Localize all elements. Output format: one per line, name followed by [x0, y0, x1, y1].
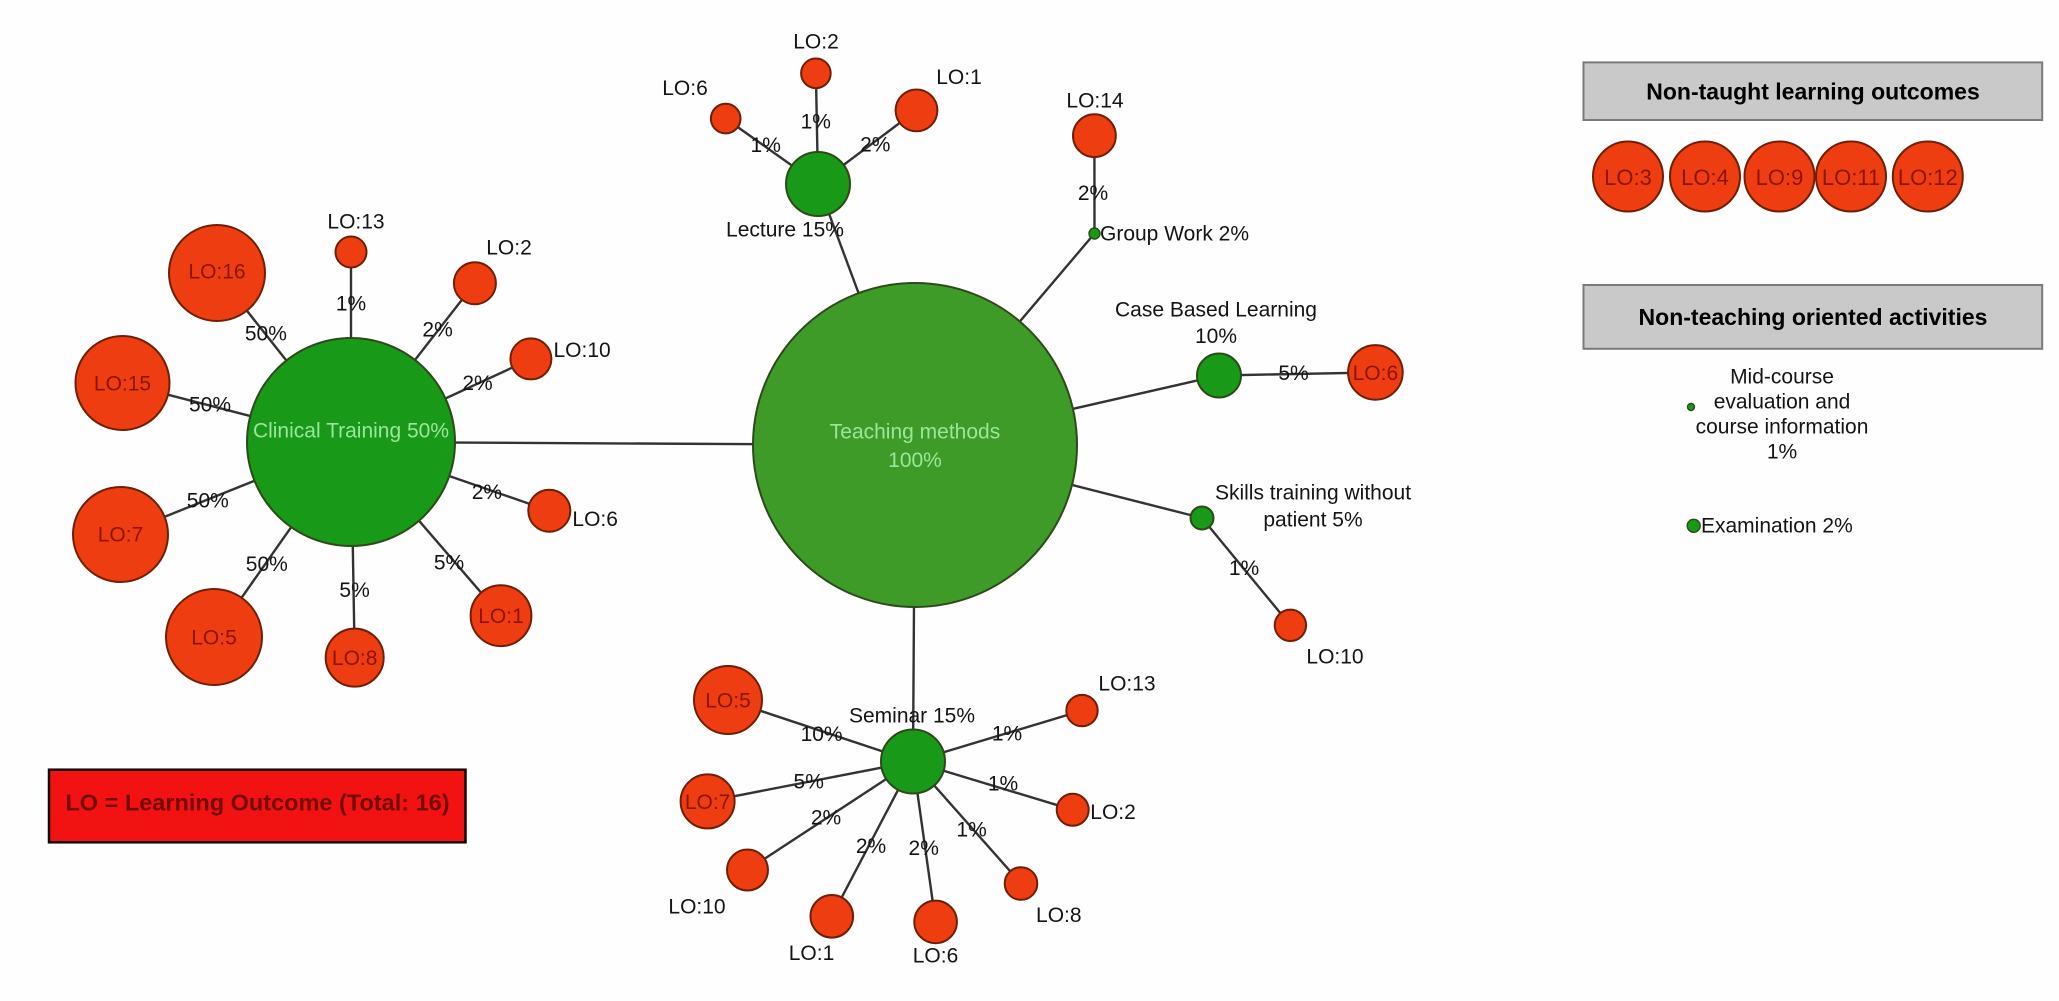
svg-text:LO:7: LO:7	[685, 791, 731, 814]
svg-text:LO:10: LO:10	[1306, 646, 1363, 669]
svg-text:2%: 2%	[811, 807, 841, 830]
svg-text:1%: 1%	[801, 110, 831, 133]
svg-text:5%: 5%	[794, 771, 824, 794]
svg-text:50%: 50%	[246, 553, 288, 576]
svg-text:Group Work 2%: Group Work 2%	[1100, 222, 1249, 245]
svg-text:LO:10: LO:10	[554, 339, 611, 362]
svg-text:Non-taught learning outcomes: Non-taught learning outcomes	[1646, 79, 1980, 105]
svg-text:10%: 10%	[1195, 325, 1237, 348]
svg-text:2%: 2%	[422, 319, 452, 342]
svg-text:LO:8: LO:8	[332, 647, 378, 670]
svg-text:50%: 50%	[187, 489, 229, 512]
svg-text:LO:1: LO:1	[936, 66, 982, 89]
svg-text:Mid-course: Mid-course	[1730, 366, 1834, 389]
svg-text:LO:3: LO:3	[1604, 165, 1652, 190]
svg-text:5%: 5%	[434, 552, 464, 575]
svg-text:LO:13: LO:13	[327, 211, 384, 234]
svg-text:patient 5%: patient 5%	[1263, 509, 1362, 532]
svg-text:2%: 2%	[1078, 182, 1108, 205]
svg-text:1%: 1%	[956, 818, 986, 841]
svg-text:LO:11: LO:11	[1822, 165, 1880, 190]
svg-text:course information: course information	[1696, 416, 1869, 439]
svg-text:LO:2: LO:2	[1090, 801, 1136, 824]
svg-text:LO:14: LO:14	[1066, 90, 1124, 113]
svg-text:1%: 1%	[336, 293, 366, 316]
svg-text:1%: 1%	[751, 134, 781, 157]
svg-text:5%: 5%	[339, 579, 369, 602]
svg-text:Teaching methods: Teaching methods	[830, 421, 1000, 444]
svg-text:LO:4: LO:4	[1681, 165, 1729, 190]
svg-text:Clinical Training 50%: Clinical Training 50%	[253, 420, 449, 443]
svg-text:LO:13: LO:13	[1098, 673, 1155, 696]
svg-text:LO:6: LO:6	[572, 508, 618, 531]
svg-text:50%: 50%	[189, 394, 231, 417]
svg-text:LO:5: LO:5	[705, 690, 751, 713]
svg-text:LO:6: LO:6	[1353, 362, 1399, 385]
svg-text:Case Based Learning: Case Based Learning	[1115, 299, 1317, 322]
svg-text:2%: 2%	[860, 133, 890, 156]
svg-text:LO:2: LO:2	[793, 31, 839, 54]
svg-text:Examination 2%: Examination 2%	[1701, 515, 1853, 538]
svg-text:1%: 1%	[1767, 441, 1797, 464]
svg-text:10%: 10%	[801, 723, 843, 746]
svg-text:2%: 2%	[462, 372, 492, 395]
svg-text:LO:10: LO:10	[668, 896, 725, 919]
svg-text:5%: 5%	[1278, 362, 1308, 385]
svg-text:Skills training without: Skills training without	[1215, 482, 1411, 505]
svg-text:LO:6: LO:6	[662, 77, 708, 100]
svg-text:1%: 1%	[1229, 557, 1259, 580]
svg-text:LO:12: LO:12	[1898, 165, 1958, 190]
svg-text:LO:1: LO:1	[789, 942, 835, 965]
svg-text:evaluation and: evaluation and	[1714, 391, 1851, 414]
svg-text:100%: 100%	[888, 449, 942, 472]
svg-text:LO = Learning Outcome (Total:: LO = Learning Outcome (Total: 16)	[65, 790, 449, 816]
svg-text:LO:15: LO:15	[94, 373, 151, 396]
svg-text:1%: 1%	[988, 772, 1018, 795]
svg-text:2%: 2%	[472, 481, 502, 504]
svg-text:Non-teaching oriented activiti: Non-teaching oriented activities	[1639, 304, 1988, 330]
svg-text:LO:1: LO:1	[478, 605, 524, 628]
svg-text:2%: 2%	[909, 837, 939, 860]
svg-text:LO:16: LO:16	[188, 261, 245, 284]
svg-text:2%: 2%	[856, 835, 886, 858]
svg-text:1%: 1%	[992, 722, 1022, 745]
svg-text:LO:2: LO:2	[486, 237, 532, 260]
svg-text:Seminar 15%: Seminar 15%	[849, 705, 975, 728]
svg-text:LO:5: LO:5	[191, 627, 237, 650]
svg-text:LO:8: LO:8	[1036, 904, 1082, 927]
svg-text:50%: 50%	[245, 323, 287, 346]
svg-text:Lecture 15%: Lecture 15%	[726, 219, 844, 242]
svg-text:LO:7: LO:7	[98, 524, 144, 547]
svg-text:LO:6: LO:6	[913, 945, 959, 968]
svg-text:LO:9: LO:9	[1756, 165, 1804, 190]
